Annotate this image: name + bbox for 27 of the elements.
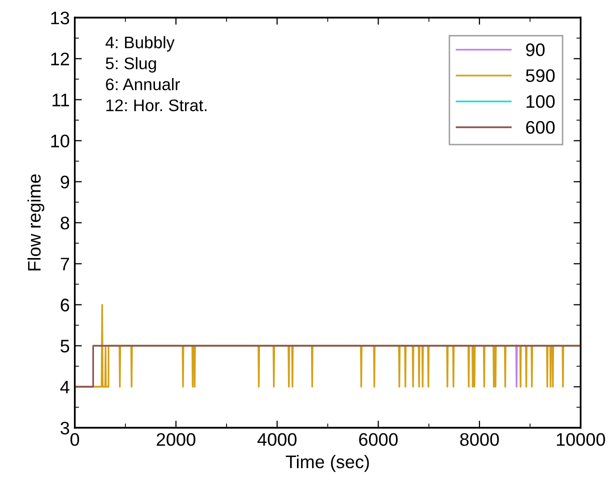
annotation: 5: Slug: [106, 57, 156, 73]
x-tick-label: 2000: [156, 433, 196, 446]
y-tick-label: 8: [60, 216, 70, 230]
x-tick-label: 8000: [460, 433, 499, 446]
legend-label: 590: [526, 69, 555, 82]
y-tick-label: 5: [60, 340, 70, 352]
x-tick-label: 6000: [359, 433, 398, 446]
legend-label: 100: [526, 95, 555, 108]
y-tick-label: 13: [51, 12, 70, 24]
x-tick-label: 4000: [257, 433, 297, 446]
x-tick-label: 10000: [556, 433, 606, 446]
x-axis-title: Time (sec): [286, 455, 369, 472]
y-tick-label: 11: [52, 94, 70, 106]
y-tick-label: 3: [60, 422, 70, 434]
legend-label: 90: [526, 43, 545, 56]
y-axis-title: Flow regime: [27, 174, 44, 270]
annotation: 6: Annualr: [106, 78, 180, 90]
y-tick-label: 7: [60, 258, 70, 270]
y-tick-label: 9: [60, 176, 70, 188]
legend-label: 600: [526, 120, 555, 134]
y-tick-label: 10: [51, 134, 70, 148]
x-tick-label: 0: [70, 433, 80, 446]
annotation: 12: Hor. Strat.: [106, 99, 206, 112]
y-tick-label: 12: [51, 52, 70, 66]
annotation: 4: Bubbly: [106, 36, 175, 52]
y-tick-label: 4: [60, 380, 70, 394]
y-tick-label: 6: [60, 298, 70, 312]
